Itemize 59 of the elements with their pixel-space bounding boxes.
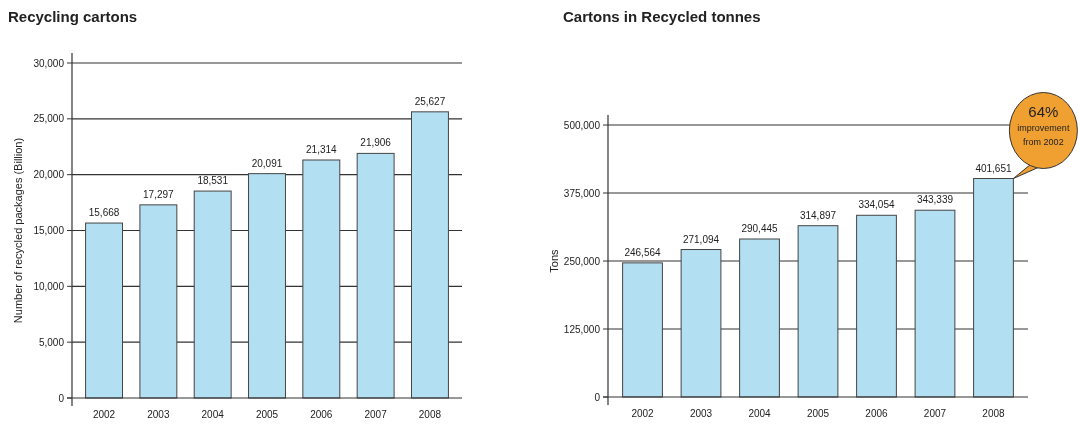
x-tick-label: 2006 [310,409,333,420]
y-tick-label: 5,000 [38,336,65,348]
x-tick-label: 2007 [364,409,388,420]
data-label: 343,339 [916,194,954,206]
y-tick-label: 0 [594,391,601,403]
y-axis-title: Number of recycled packages (Billion) [12,137,24,324]
chart-title: Recycling cartons [8,8,138,25]
bar [85,222,124,399]
data-label: 401,651 [975,162,1012,174]
data-label: 290,445 [741,223,779,234]
x-tick-label: 2006 [865,408,889,419]
bar [139,204,178,399]
data-label: 21,906 [360,137,392,149]
data-label: 20,091 [251,157,283,169]
data-label: 271,094 [682,233,720,245]
x-tick-label: 2004 [201,409,225,420]
y-tick-label: 250,000 [563,255,601,267]
x-tick-label: 2007 [923,408,947,419]
bar [797,225,839,398]
x-tick-label: 2003 [689,408,713,419]
bar [622,262,663,398]
y-tick-label: 30,000 [33,57,65,69]
y-tick-label: 375,000 [563,187,601,199]
x-tick-label: 2003 [147,409,170,420]
y-axis-title: Tons [548,248,560,273]
bar [856,214,897,398]
data-label: 334,054 [858,199,895,211]
bar [248,173,286,399]
y-tick-label: 25,000 [33,113,65,125]
bar [914,209,956,398]
x-tick-label: 2002 [631,408,655,419]
x-tick-label: 2005 [255,409,279,420]
bar [193,190,232,399]
data-label: 21,314 [306,143,338,155]
data-label: 17,297 [143,188,175,200]
x-tick-label: 2004 [748,408,772,419]
y-tick-label: 0 [58,392,65,404]
bar [356,152,395,399]
y-tick-label: 10,000 [33,280,65,292]
x-tick-label: 2008 [418,409,442,420]
y-tick-label: 15,000 [33,225,65,236]
y-tick-label: 20,000 [33,169,65,181]
y-tick-label: 500,000 [563,119,601,131]
bar [973,178,1014,398]
bar [680,249,722,398]
bar [302,159,341,399]
x-tick-label: 2002 [92,409,116,420]
bar [739,238,780,398]
x-tick-label: 2008 [982,408,1006,419]
data-label: 15,668 [88,207,120,219]
data-label: 246,564 [624,246,662,258]
chart-title: Cartons in Recycled tonnes [563,8,761,25]
bar [410,111,449,399]
y-tick-label: 125,000 [563,323,601,335]
annotation: 64% improvement from 2002 [1017,102,1070,147]
x-tick-label: 2005 [806,408,830,419]
data-label: 18,531 [197,175,229,187]
data-label: 25,627 [414,95,446,107]
data-label: 314,897 [799,209,837,221]
